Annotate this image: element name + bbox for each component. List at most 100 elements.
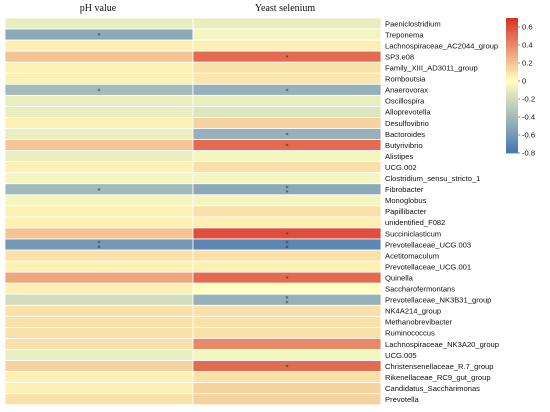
heatmap-cell	[4, 205, 194, 218]
colorbar-segment	[506, 58, 518, 62]
row-label: Methanobrevibacter	[385, 318, 453, 327]
row-label: UCG.005	[385, 351, 417, 360]
heatmap-cell	[192, 326, 382, 339]
colorbar-segment	[506, 119, 518, 122]
row-label: Alloprevotella	[385, 108, 431, 117]
row-label: Monoglobus	[385, 196, 427, 205]
colorbar-segment	[506, 38, 518, 41]
row-label: Anaerovorax	[385, 86, 428, 95]
row-label: Paeniclostridium	[385, 19, 441, 28]
colorbar-segment	[506, 72, 518, 75]
colorbar-tick-label: -0.6	[522, 131, 535, 140]
row-label: NK4A214_group	[385, 307, 441, 316]
row-label: unidentified_F082	[385, 218, 445, 227]
colorbar-segment	[506, 42, 518, 46]
colorbar-segment	[506, 141, 518, 145]
colorbar-tick-label: 0.4	[522, 41, 533, 50]
colorbar-segment	[506, 137, 518, 140]
heatmap-cells: *** **** ***********	[4, 17, 382, 406]
heatmap-cell	[192, 249, 382, 262]
heatmap-cell	[4, 150, 194, 163]
row-label: Clostridium_sensu_stricto_1	[385, 174, 480, 183]
heatmap-cell	[192, 393, 382, 406]
heatmap-cell	[4, 304, 194, 317]
colorbar-segment	[506, 51, 518, 55]
heatmap-cell	[4, 50, 194, 63]
colorbar-segment	[506, 114, 518, 118]
heatmap-cell	[4, 371, 194, 384]
significance-mark: *	[98, 240, 101, 247]
colorbar-segment	[506, 150, 518, 154]
heatmap-cell	[4, 282, 194, 295]
row-label: Bactoroides	[385, 130, 425, 139]
colorbar-segment	[506, 74, 518, 77]
column-title-ph-value: pH value	[80, 3, 117, 14]
heatmap-cell	[4, 17, 194, 30]
heatmap-cell	[4, 216, 194, 229]
colorbar-segment	[506, 110, 518, 113]
colorbar-tick-label: -0.2	[522, 95, 535, 104]
heatmap-cell	[4, 315, 194, 328]
significance-mark: *	[286, 245, 289, 252]
colorbar-segment	[506, 108, 518, 111]
colorbar-segment	[506, 85, 518, 89]
row-label: Acetitomaculum	[385, 251, 439, 260]
colorbar-segment	[506, 47, 518, 50]
row-label: Ruminococcus	[385, 329, 435, 338]
colorbar-segment	[506, 65, 518, 68]
significance-mark: *	[286, 276, 289, 283]
row-label: Prevotellaceae_UCG.003	[385, 240, 471, 249]
row-label: Alistipes	[385, 152, 413, 161]
row-label: Saccharofermontans	[385, 285, 455, 294]
row-label: Oscillospira	[385, 97, 425, 106]
heatmap-cell	[4, 117, 194, 129]
colorbar-segment	[506, 94, 518, 98]
colorbar-segment	[506, 78, 518, 82]
row-label: Papillibacter	[385, 207, 427, 216]
colorbar-segment	[506, 49, 518, 53]
significance-mark: *	[98, 187, 101, 194]
significance-mark: *	[286, 190, 289, 197]
significance-mark: *	[286, 88, 289, 95]
colorbar-segment	[506, 40, 518, 44]
significance-mark: *	[286, 132, 289, 139]
heatmap-cell	[192, 260, 382, 273]
heatmap-cell	[4, 293, 194, 306]
significance-mark: *	[98, 245, 101, 252]
heatmap-cell	[4, 139, 194, 152]
heatmap-cell	[4, 271, 194, 284]
heatmap-cell	[4, 72, 194, 85]
colorbar-segment	[506, 128, 518, 131]
row-label: Lachnospiraceae_AC2044_group	[385, 41, 498, 50]
heatmap-cell	[192, 172, 382, 185]
heatmap-cell	[4, 326, 194, 339]
colorbar-segment	[506, 60, 518, 64]
colorbar-tick-label: 0	[522, 77, 526, 86]
colorbar-segment	[506, 103, 518, 107]
heatmap-cell	[4, 39, 194, 52]
colorbar-segment	[506, 63, 518, 66]
column-title-yeast-selenium: Yeast selenium	[255, 3, 316, 14]
significance-mark: *	[98, 88, 101, 95]
row-label: Prevotellaceae_NK3B31_group	[385, 296, 491, 305]
colorbar-segment	[506, 130, 518, 134]
significance-mark: *	[286, 55, 289, 62]
colorbar-segment	[506, 33, 518, 37]
colorbar-segment	[506, 69, 518, 73]
row-label: Rikenellaceae_RC9_gut_group	[385, 373, 491, 382]
colorbar-segment	[506, 24, 518, 28]
heatmap-cell	[4, 349, 194, 361]
heatmap-cell	[4, 61, 194, 74]
colorbar-segment	[506, 96, 518, 100]
heatmap-cell	[192, 349, 382, 361]
colorbar-segment	[506, 54, 518, 57]
colorbar-segment	[506, 144, 518, 147]
colorbar-segment	[506, 99, 518, 102]
heatmap-cell	[192, 194, 382, 207]
colorbar-segment	[506, 126, 518, 129]
row-label: Christensenellaceae_R.7_group	[385, 362, 494, 371]
row-label: Succiniclasticum	[385, 229, 441, 238]
colorbar-tick-label: -0.8	[522, 149, 535, 158]
heatmap-cell	[4, 393, 194, 406]
